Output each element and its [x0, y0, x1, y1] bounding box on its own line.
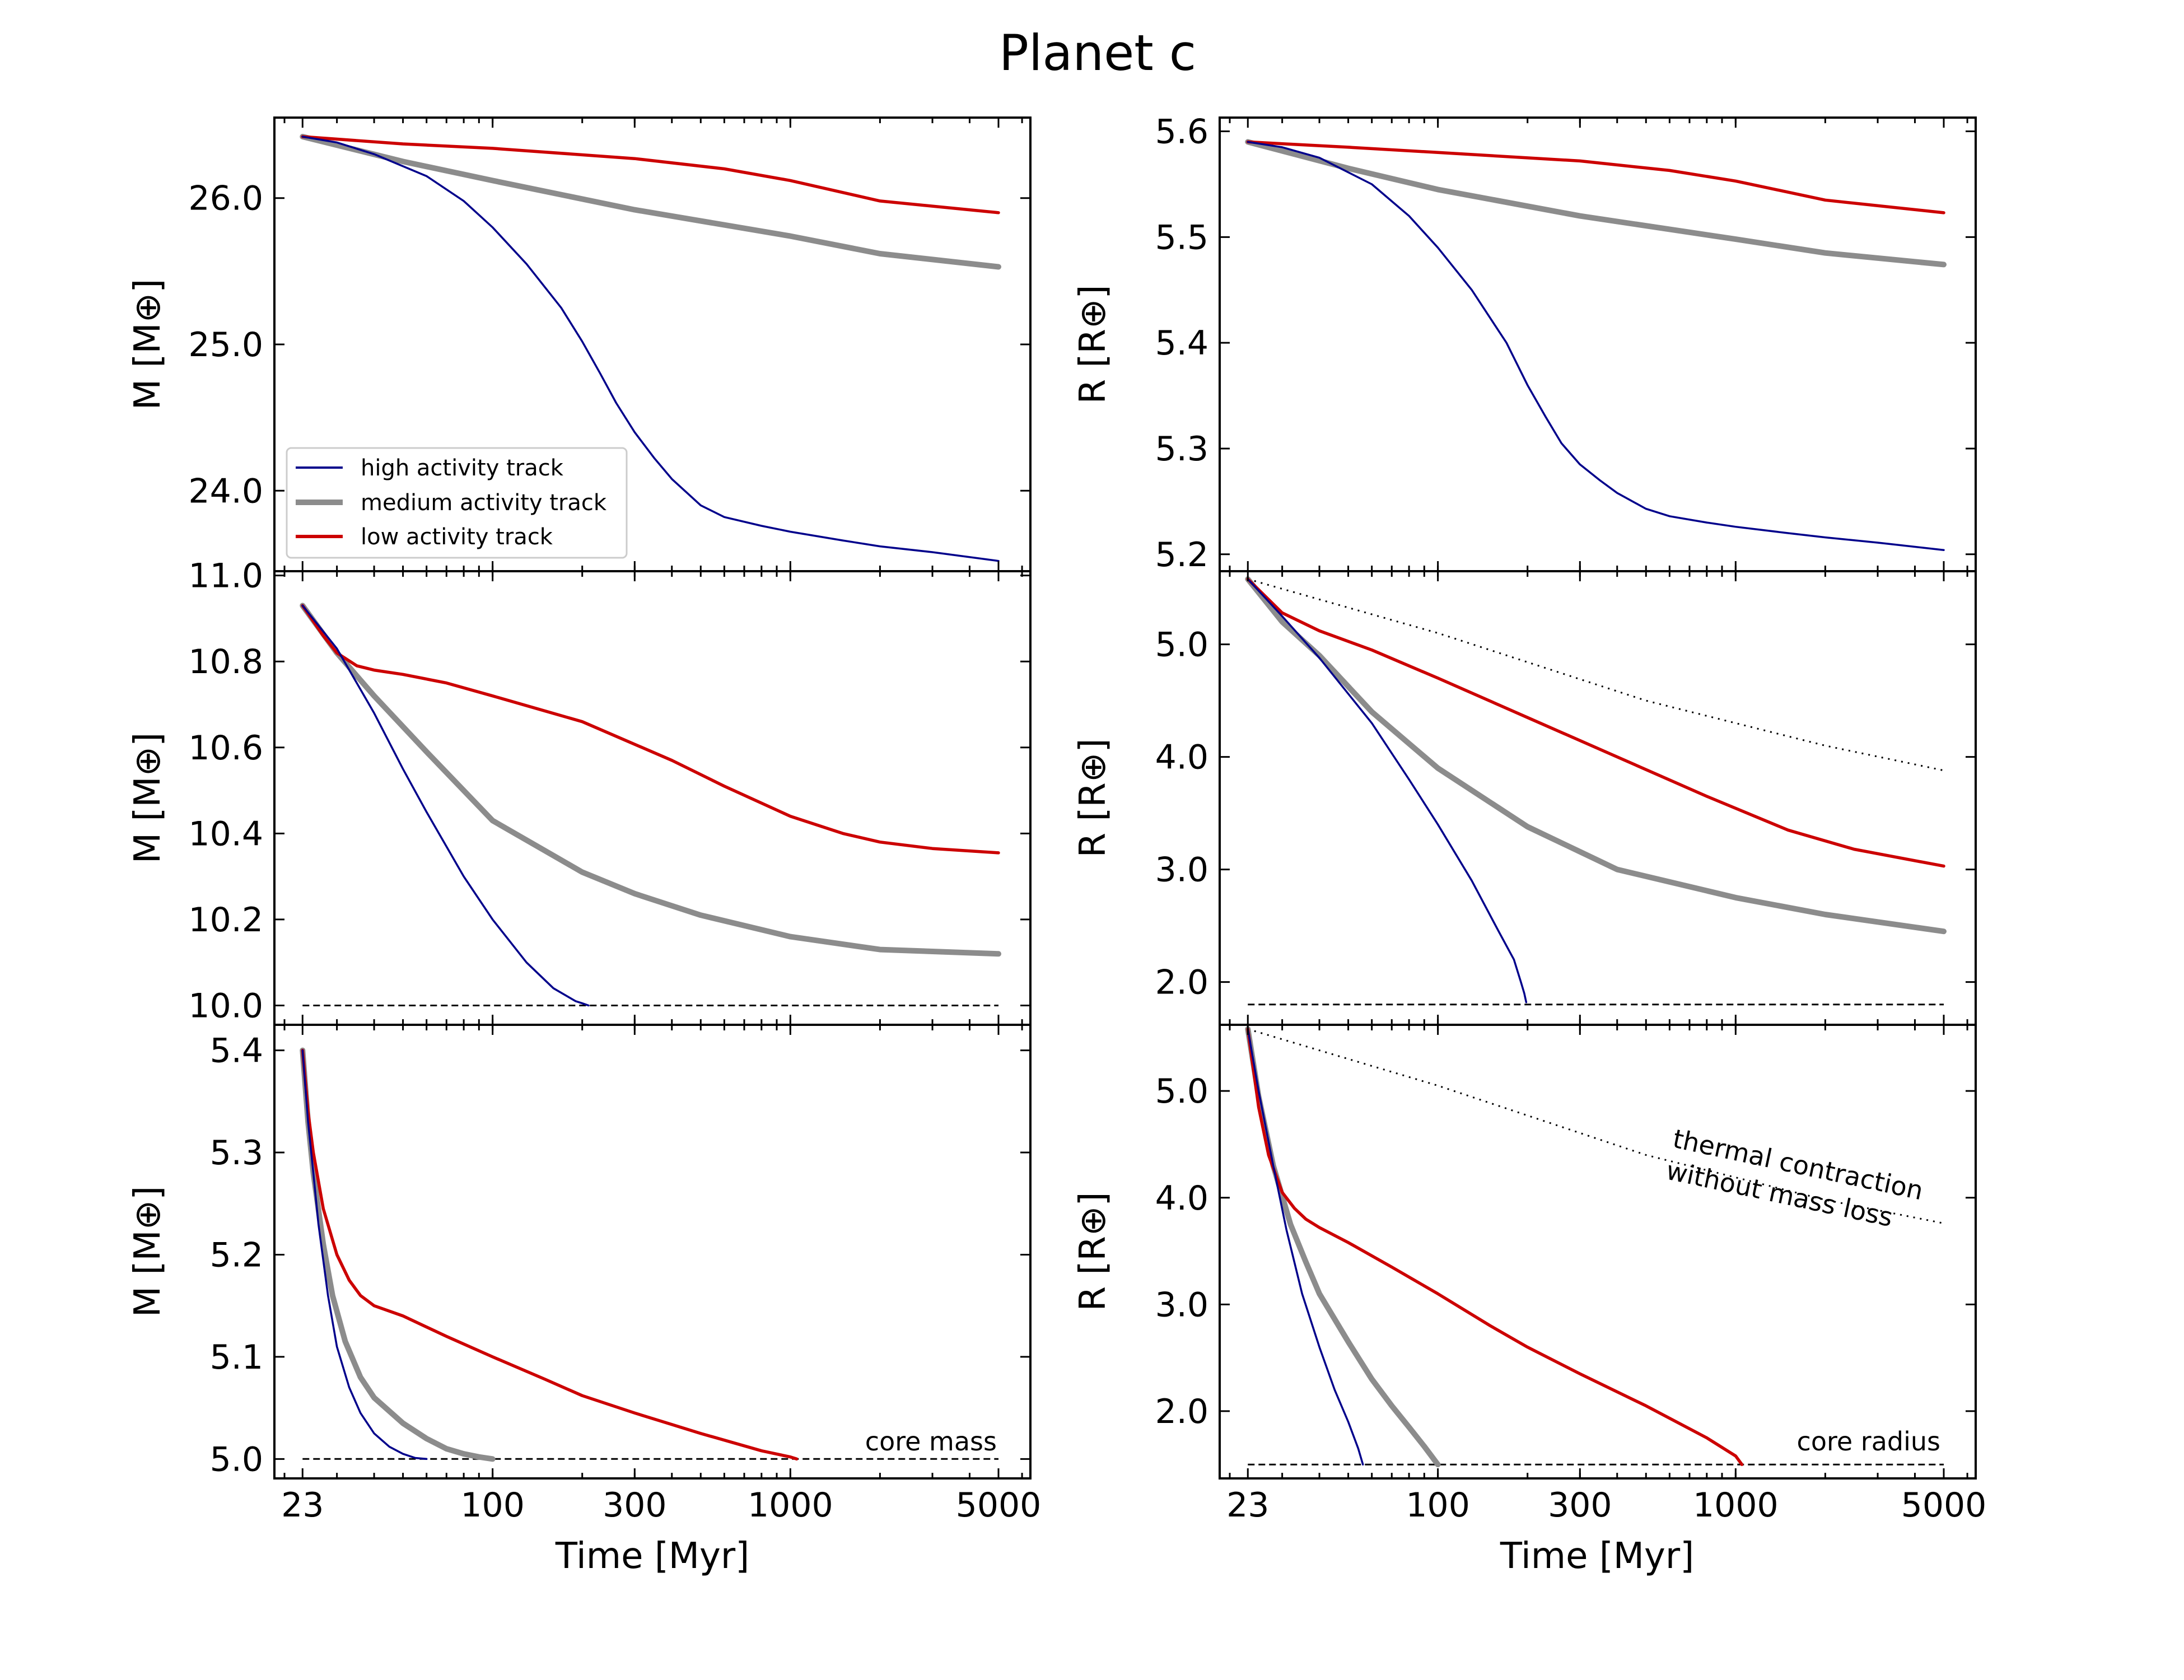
- legend: high activity track medium activity trac…: [286, 447, 628, 559]
- radius-row3-series: [1245, 1026, 1944, 1468]
- mass-row2-y-tick-label: 10.8: [188, 642, 263, 682]
- radius-row3-x-tick-label: 23: [1226, 1486, 1269, 1525]
- mass-row3-x-tick-label: 23: [281, 1486, 324, 1525]
- radius-row3-high-activity-track-line: [1247, 1028, 1364, 1466]
- radius-row1-y-tick-label: 5.3: [1155, 430, 1208, 469]
- mass-row1-ticks: 24.0 25.0 26.0: [188, 118, 1030, 571]
- mass-row3-medium-activity-track-line: [300, 1047, 496, 1462]
- mass-row2-y-axis-label: M [M⊕]: [127, 732, 169, 864]
- radius-row3-thermal-contraction-without-mass-loss-line: [1247, 1028, 1944, 1224]
- legend-label-medium: medium activity track: [361, 490, 607, 516]
- mass-row3-low-activity-track-line: [301, 1048, 799, 1461]
- radius-row3-x-tick-label: 300: [1548, 1486, 1612, 1525]
- mass-row2-y-tick-label: 10.6: [188, 729, 263, 768]
- radius-row1-y-tick-label: 5.5: [1155, 218, 1208, 257]
- chart-title: Planet c: [999, 24, 1196, 82]
- mass-row2-low-activity-track-line: [301, 604, 1000, 855]
- mass-row1-y-tick-label: 25.0: [188, 325, 263, 365]
- mass-row3-y-tick-label: 5.4: [210, 1032, 263, 1071]
- radius-row3-y-tick-label: 3.0: [1155, 1285, 1208, 1324]
- radius-row2-low-activity-track-line: [1246, 577, 1945, 868]
- radius-row1-high-activity-track-line: [1247, 141, 1945, 551]
- mass-row1-high-activity-track-line: [301, 136, 1000, 562]
- radius-row2-ticks: 2.0 3.0 4.0 5.0: [1155, 571, 1976, 1025]
- mass-row3-high-activity-track-line: [301, 1049, 428, 1460]
- mass-row2-y-tick-label: 10.2: [188, 900, 263, 940]
- mass-row3-y-tick-label: 5.0: [210, 1440, 263, 1479]
- radius-row2-medium-activity-track-line: [1245, 576, 1947, 935]
- panel-mass-row1: 24.0 25.0 26.0 M [M⊕]: [127, 116, 1032, 572]
- radius-row2-series: [1245, 576, 1947, 1006]
- mass-row2-series: [300, 603, 1001, 1007]
- radius-row2-frame: [1219, 570, 1977, 1026]
- mass-row3-y-tick-label: 5.2: [210, 1235, 263, 1275]
- panel-radius-row2: 2.0 3.0 4.0 5.0 R [R⊕]: [1072, 570, 1977, 1026]
- panel-mass-row2: 10.0 10.2 10.4 10.6 10.8 11.0 M [M⊕]: [127, 557, 1032, 1026]
- radius-row3-low-activity-track-line: [1246, 1027, 1744, 1466]
- radius-row1-low-activity-track-line: [1246, 140, 1945, 214]
- annotation-core-mass: core mass: [865, 1426, 997, 1457]
- radius-row2-y-tick-label: 5.0: [1155, 626, 1208, 665]
- radius-row1-frame: [1219, 116, 1977, 572]
- radius-row1-y-axis-label: R [R⊕]: [1072, 285, 1114, 404]
- overlay: Time [Myr] Time [Myr] high activity trac…: [286, 447, 1940, 1577]
- mass-row1-y-tick-label: 26.0: [188, 179, 263, 218]
- legend-box: [286, 447, 628, 559]
- mass-row3-x-tick-label: 300: [603, 1486, 667, 1525]
- radius-row2-y-axis-label: R [R⊕]: [1072, 739, 1114, 858]
- radius-row3-y-tick-label: 5.0: [1155, 1072, 1208, 1111]
- mass-row3-y-axis-label: M [M⊕]: [127, 1186, 169, 1317]
- mass-row1-series: [300, 134, 1001, 562]
- radius-row3-y-tick-label: 2.0: [1155, 1392, 1208, 1431]
- mass-row1-low-activity-track-line: [301, 135, 1000, 214]
- radius-row2-y-tick-label: 2.0: [1155, 963, 1208, 1002]
- radius-row1-series: [1245, 139, 1947, 551]
- radius-row3-ticks: 23 100 300 1000 5000 2.0 3.0 4.0 5.0: [1155, 1025, 1987, 1525]
- mass-row3-series: [300, 1047, 998, 1462]
- mass-row1-medium-activity-track-line: [300, 134, 1001, 270]
- radius-row3-medium-activity-track-line: [1245, 1026, 1441, 1468]
- radius-row1-y-tick-label: 5.4: [1155, 324, 1208, 363]
- mass-row3-x-tick-label: 5000: [956, 1486, 1042, 1525]
- panels: 24.0 25.0 26.0 M [M⊕] 5.2 5.3 5.4 5.5 5.6 R [R⊕] 1…: [127, 113, 1986, 1525]
- panel-radius-row3: 23 100 300 1000 5000 2.0 3.0 4.0 5.0 R [R⊕]: [1072, 1024, 1987, 1525]
- mass-row2-y-tick-label: 11.0: [188, 557, 263, 596]
- mass-row3-x-tick-label: 100: [460, 1486, 525, 1525]
- x-axis-label-right: Time [Myr]: [1500, 1536, 1694, 1577]
- radius-row1-y-tick-label: 5.2: [1155, 535, 1208, 575]
- panel-mass-row3: 23 100 300 1000 5000 5.0 5.1 5.2 5.3 5.4 M [M⊕]: [127, 1024, 1042, 1525]
- legend-label-low: low activity track: [361, 524, 553, 550]
- legend-label-high: high activity track: [361, 455, 564, 481]
- radius-row3-y-axis-label: R [R⊕]: [1072, 1192, 1114, 1312]
- radius-row1-ticks: 5.2 5.3 5.4 5.5 5.6: [1155, 113, 1976, 575]
- mass-row1-y-axis-label: M [M⊕]: [127, 279, 169, 410]
- radius-row2-thermal-contraction-without-mass-loss-line: [1247, 578, 1944, 772]
- annotation-thermal-contraction: thermal contraction without mass loss: [1664, 1123, 1926, 1233]
- mass-row2-high-activity-track-line: [301, 604, 590, 1007]
- radius-row2-y-tick-label: 4.0: [1155, 738, 1208, 777]
- radius-row3-x-tick-label: 5000: [1901, 1486, 1987, 1525]
- mass-row2-medium-activity-track-line: [300, 603, 1001, 957]
- annotation-core-radius: core radius: [1797, 1426, 1940, 1457]
- mass-row3-frame: [273, 1024, 1032, 1480]
- mass-row3-x-tick-label: 1000: [748, 1486, 833, 1525]
- radius-row1-medium-activity-track-line: [1245, 139, 1947, 268]
- radius-row2-high-activity-track-line: [1247, 578, 1528, 1004]
- radius-row2-y-tick-label: 3.0: [1155, 851, 1208, 890]
- mass-row2-y-tick-label: 10.0: [188, 986, 263, 1025]
- mass-row2-frame: [273, 570, 1032, 1026]
- mass-row3-y-tick-label: 5.1: [210, 1338, 263, 1377]
- radius-row3-x-tick-label: 1000: [1693, 1486, 1779, 1525]
- mass-row1-y-tick-label: 24.0: [188, 472, 263, 511]
- radius-row3-frame: [1219, 1024, 1977, 1480]
- mass-row2-y-tick-label: 10.4: [188, 814, 263, 853]
- panel-radius-row1: 5.2 5.3 5.4 5.5 5.6 R [R⊕]: [1072, 113, 1977, 575]
- radius-row1-y-tick-label: 5.6: [1155, 113, 1208, 152]
- mass-row3-y-tick-label: 5.3: [210, 1133, 263, 1173]
- radius-row3-y-tick-label: 4.0: [1155, 1179, 1208, 1218]
- x-axis-label-left: Time [Myr]: [555, 1536, 749, 1577]
- radius-row3-x-tick-label: 100: [1406, 1486, 1470, 1525]
- mass-row3-ticks: 23 100 300 1000 5000 5.0 5.1 5.2 5.3 5.4: [210, 1025, 1042, 1525]
